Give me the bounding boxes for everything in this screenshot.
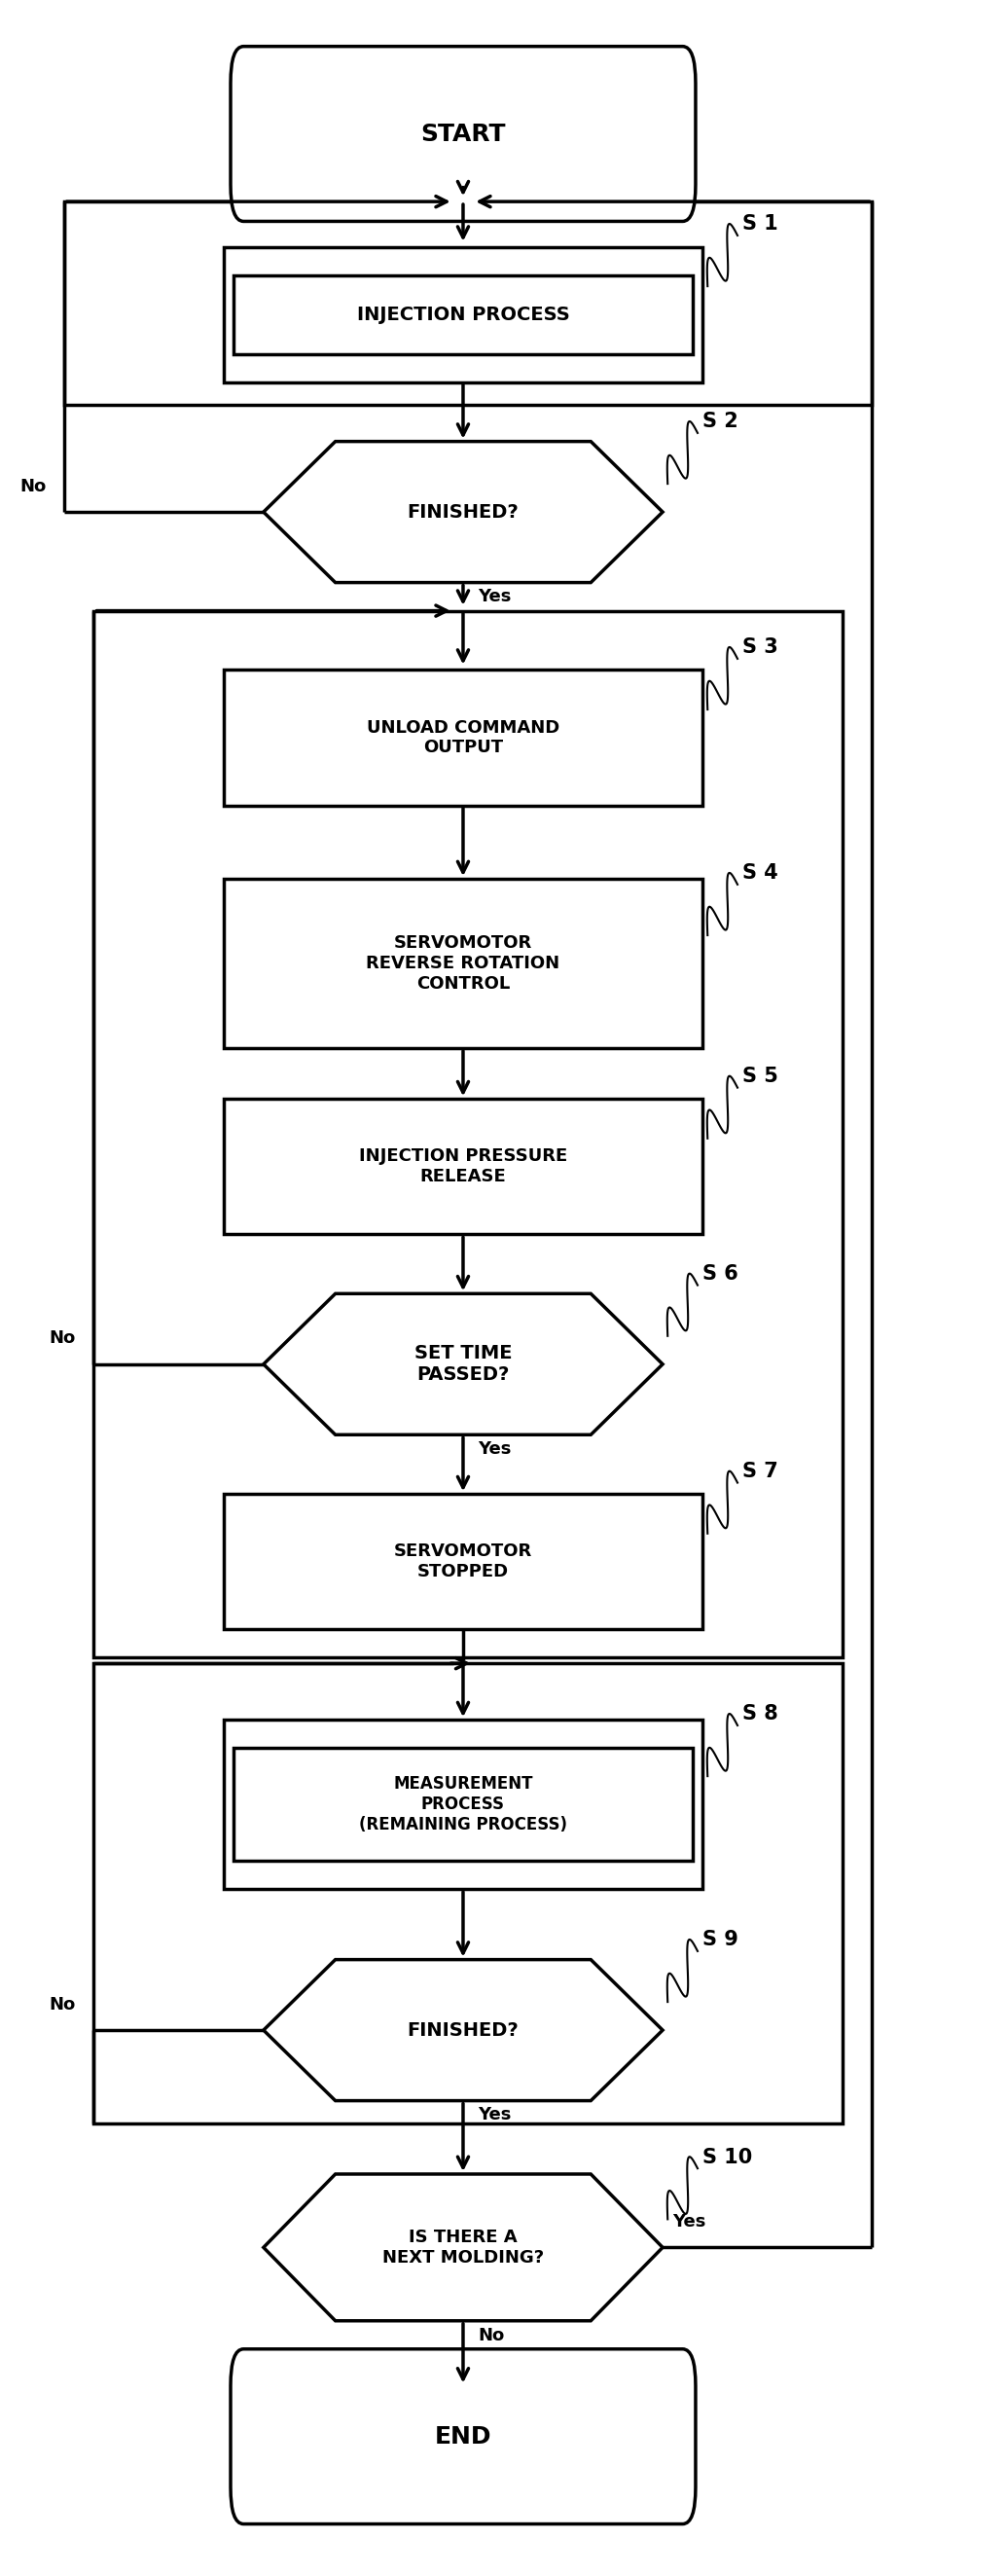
Text: No: No: [478, 2326, 505, 2344]
Bar: [64, 201, 872, 404]
Text: S 8: S 8: [742, 1705, 779, 1723]
Text: FINISHED?: FINISHED?: [407, 502, 519, 520]
Bar: [94, 611, 842, 1659]
Text: S 2: S 2: [702, 412, 738, 430]
Bar: [94, 1664, 842, 2123]
FancyBboxPatch shape: [230, 2349, 695, 2524]
Bar: [223, 878, 702, 1048]
Text: No: No: [49, 1996, 75, 2014]
Text: START: START: [421, 121, 506, 144]
Text: SET TIME
PASSED?: SET TIME PASSED?: [414, 1345, 512, 1383]
Text: INJECTION PROCESS: INJECTION PROCESS: [357, 304, 569, 325]
Text: Yes: Yes: [478, 2107, 511, 2123]
Text: S 7: S 7: [742, 1461, 779, 1481]
Text: S 1: S 1: [742, 214, 779, 234]
Polygon shape: [264, 1960, 663, 2099]
Text: FINISHED?: FINISHED?: [407, 2022, 519, 2040]
Polygon shape: [264, 2174, 663, 2321]
Polygon shape: [264, 440, 663, 582]
Text: Yes: Yes: [478, 587, 511, 605]
Bar: [223, 670, 702, 806]
Text: SERVOMOTOR
REVERSE ROTATION
CONTROL: SERVOMOTOR REVERSE ROTATION CONTROL: [366, 935, 560, 992]
Text: No: No: [19, 477, 46, 495]
Bar: [223, 1100, 702, 1234]
Bar: [233, 1749, 692, 1860]
Text: UNLOAD COMMAND
OUTPUT: UNLOAD COMMAND OUTPUT: [366, 719, 559, 757]
Text: SERVOMOTOR
STOPPED: SERVOMOTOR STOPPED: [394, 1543, 532, 1582]
Text: S 10: S 10: [702, 2148, 752, 2166]
Text: S 4: S 4: [742, 863, 779, 884]
Text: INJECTION PRESSURE
RELEASE: INJECTION PRESSURE RELEASE: [359, 1149, 567, 1185]
Bar: [223, 247, 702, 381]
Text: S 3: S 3: [742, 639, 779, 657]
Bar: [223, 1721, 702, 1888]
Text: No: No: [49, 1329, 75, 1347]
Text: IS THERE A
NEXT MOLDING?: IS THERE A NEXT MOLDING?: [382, 2228, 544, 2267]
Text: Yes: Yes: [478, 1440, 511, 1458]
Text: END: END: [435, 2424, 492, 2447]
Bar: [233, 276, 692, 353]
Bar: [223, 1494, 702, 1631]
Polygon shape: [264, 1293, 663, 1435]
Text: Yes: Yes: [673, 2213, 706, 2231]
Text: MEASUREMENT
PROCESS
(REMAINING PROCESS): MEASUREMENT PROCESS (REMAINING PROCESS): [359, 1775, 567, 1834]
Text: S 5: S 5: [742, 1066, 779, 1087]
FancyBboxPatch shape: [230, 46, 695, 222]
Text: S 9: S 9: [702, 1929, 738, 1950]
Text: S 6: S 6: [702, 1265, 738, 1283]
